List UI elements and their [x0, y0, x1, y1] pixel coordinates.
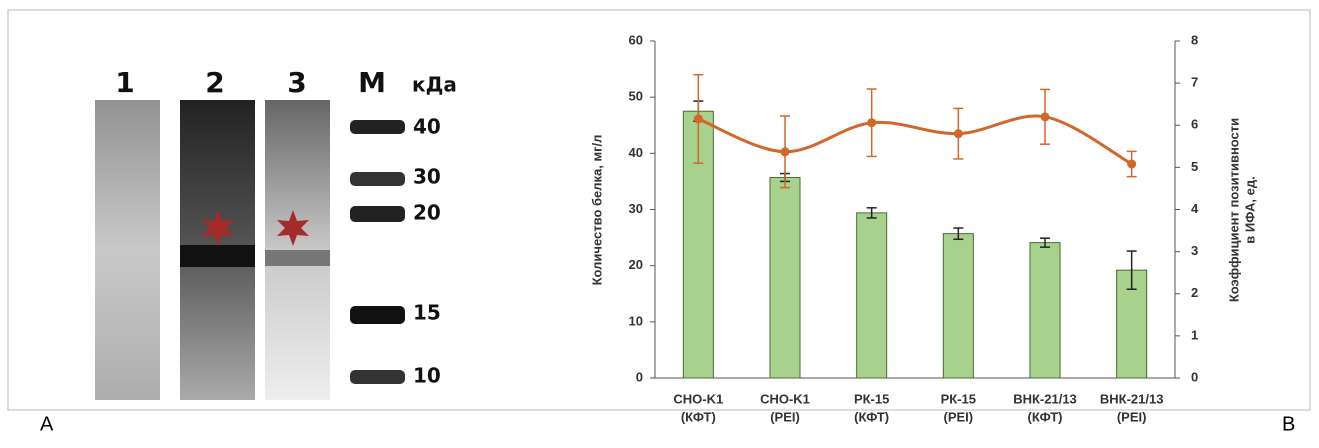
y2-axis-label: в ИФА, ед.	[1242, 176, 1257, 243]
bar	[943, 234, 973, 378]
x-tick-label: CHO-K1	[760, 391, 810, 406]
line	[698, 116, 1131, 164]
y-axis-label: Количество белка, мг/л	[589, 135, 604, 286]
y2-axis-label: Коэффициент позитивности	[1226, 118, 1241, 302]
marker-label: 40	[413, 115, 441, 139]
panel-label: A	[40, 413, 54, 435]
lane-label: M	[358, 66, 386, 99]
marker-label: 10	[413, 364, 441, 388]
y2-tick-label: 3	[1191, 243, 1198, 258]
point	[954, 129, 963, 138]
x-tick-label: CHO-K1	[673, 391, 723, 406]
y-tick-label: 20	[629, 257, 643, 272]
unit-label: кДа	[412, 73, 457, 97]
y-tick-label: 10	[629, 313, 643, 328]
y2-tick-label: 2	[1191, 285, 1198, 300]
point	[781, 147, 790, 156]
y2-tick-label: 1	[1191, 327, 1198, 342]
x-tick-label: (КФТ)	[1028, 409, 1063, 424]
x-tick-label: (КФТ)	[854, 409, 889, 424]
lane-label: 3	[287, 66, 306, 99]
y-tick-label: 0	[636, 369, 643, 384]
point	[1127, 160, 1136, 169]
x-tick-label: (PEI)	[1117, 409, 1147, 424]
y-tick-label: 60	[629, 32, 643, 47]
x-tick-label: (КФТ)	[681, 409, 716, 424]
x-tick-label: РК-15	[854, 391, 889, 406]
y2-tick-label: 7	[1191, 75, 1198, 90]
y2-tick-label: 0	[1191, 369, 1198, 384]
x-tick-label: (PEI)	[770, 409, 800, 424]
y2-tick-label: 5	[1191, 159, 1198, 174]
y-tick-label: 40	[629, 145, 643, 160]
y2-tick-label: 4	[1191, 201, 1199, 216]
x-tick-label: ВНК-21/13	[1100, 391, 1164, 406]
bar	[857, 213, 887, 378]
point	[694, 114, 703, 123]
x-tick-label: ВНК-21/13	[1013, 391, 1077, 406]
x-tick-label: РК-15	[941, 391, 976, 406]
gel-image	[95, 100, 405, 400]
y2-tick-label: 6	[1191, 117, 1198, 132]
y-tick-label: 30	[629, 201, 643, 216]
marker-label: 15	[413, 301, 441, 325]
bar	[770, 177, 800, 378]
bar	[1030, 243, 1060, 378]
figure: A B 1 2 3 M кДа 40 30 20 15 10 Количеств…	[0, 0, 1319, 443]
lane-label: 1	[115, 66, 134, 99]
lane-label: 2	[205, 66, 224, 99]
y2-tick-label: 8	[1191, 32, 1198, 47]
x-tick-label: (PEI)	[944, 409, 974, 424]
point	[1041, 112, 1050, 121]
point	[867, 118, 876, 127]
marker-label: 30	[413, 165, 441, 189]
panel-label: B	[1282, 413, 1295, 435]
marker-label: 20	[413, 201, 441, 225]
y-tick-label: 50	[629, 89, 643, 104]
